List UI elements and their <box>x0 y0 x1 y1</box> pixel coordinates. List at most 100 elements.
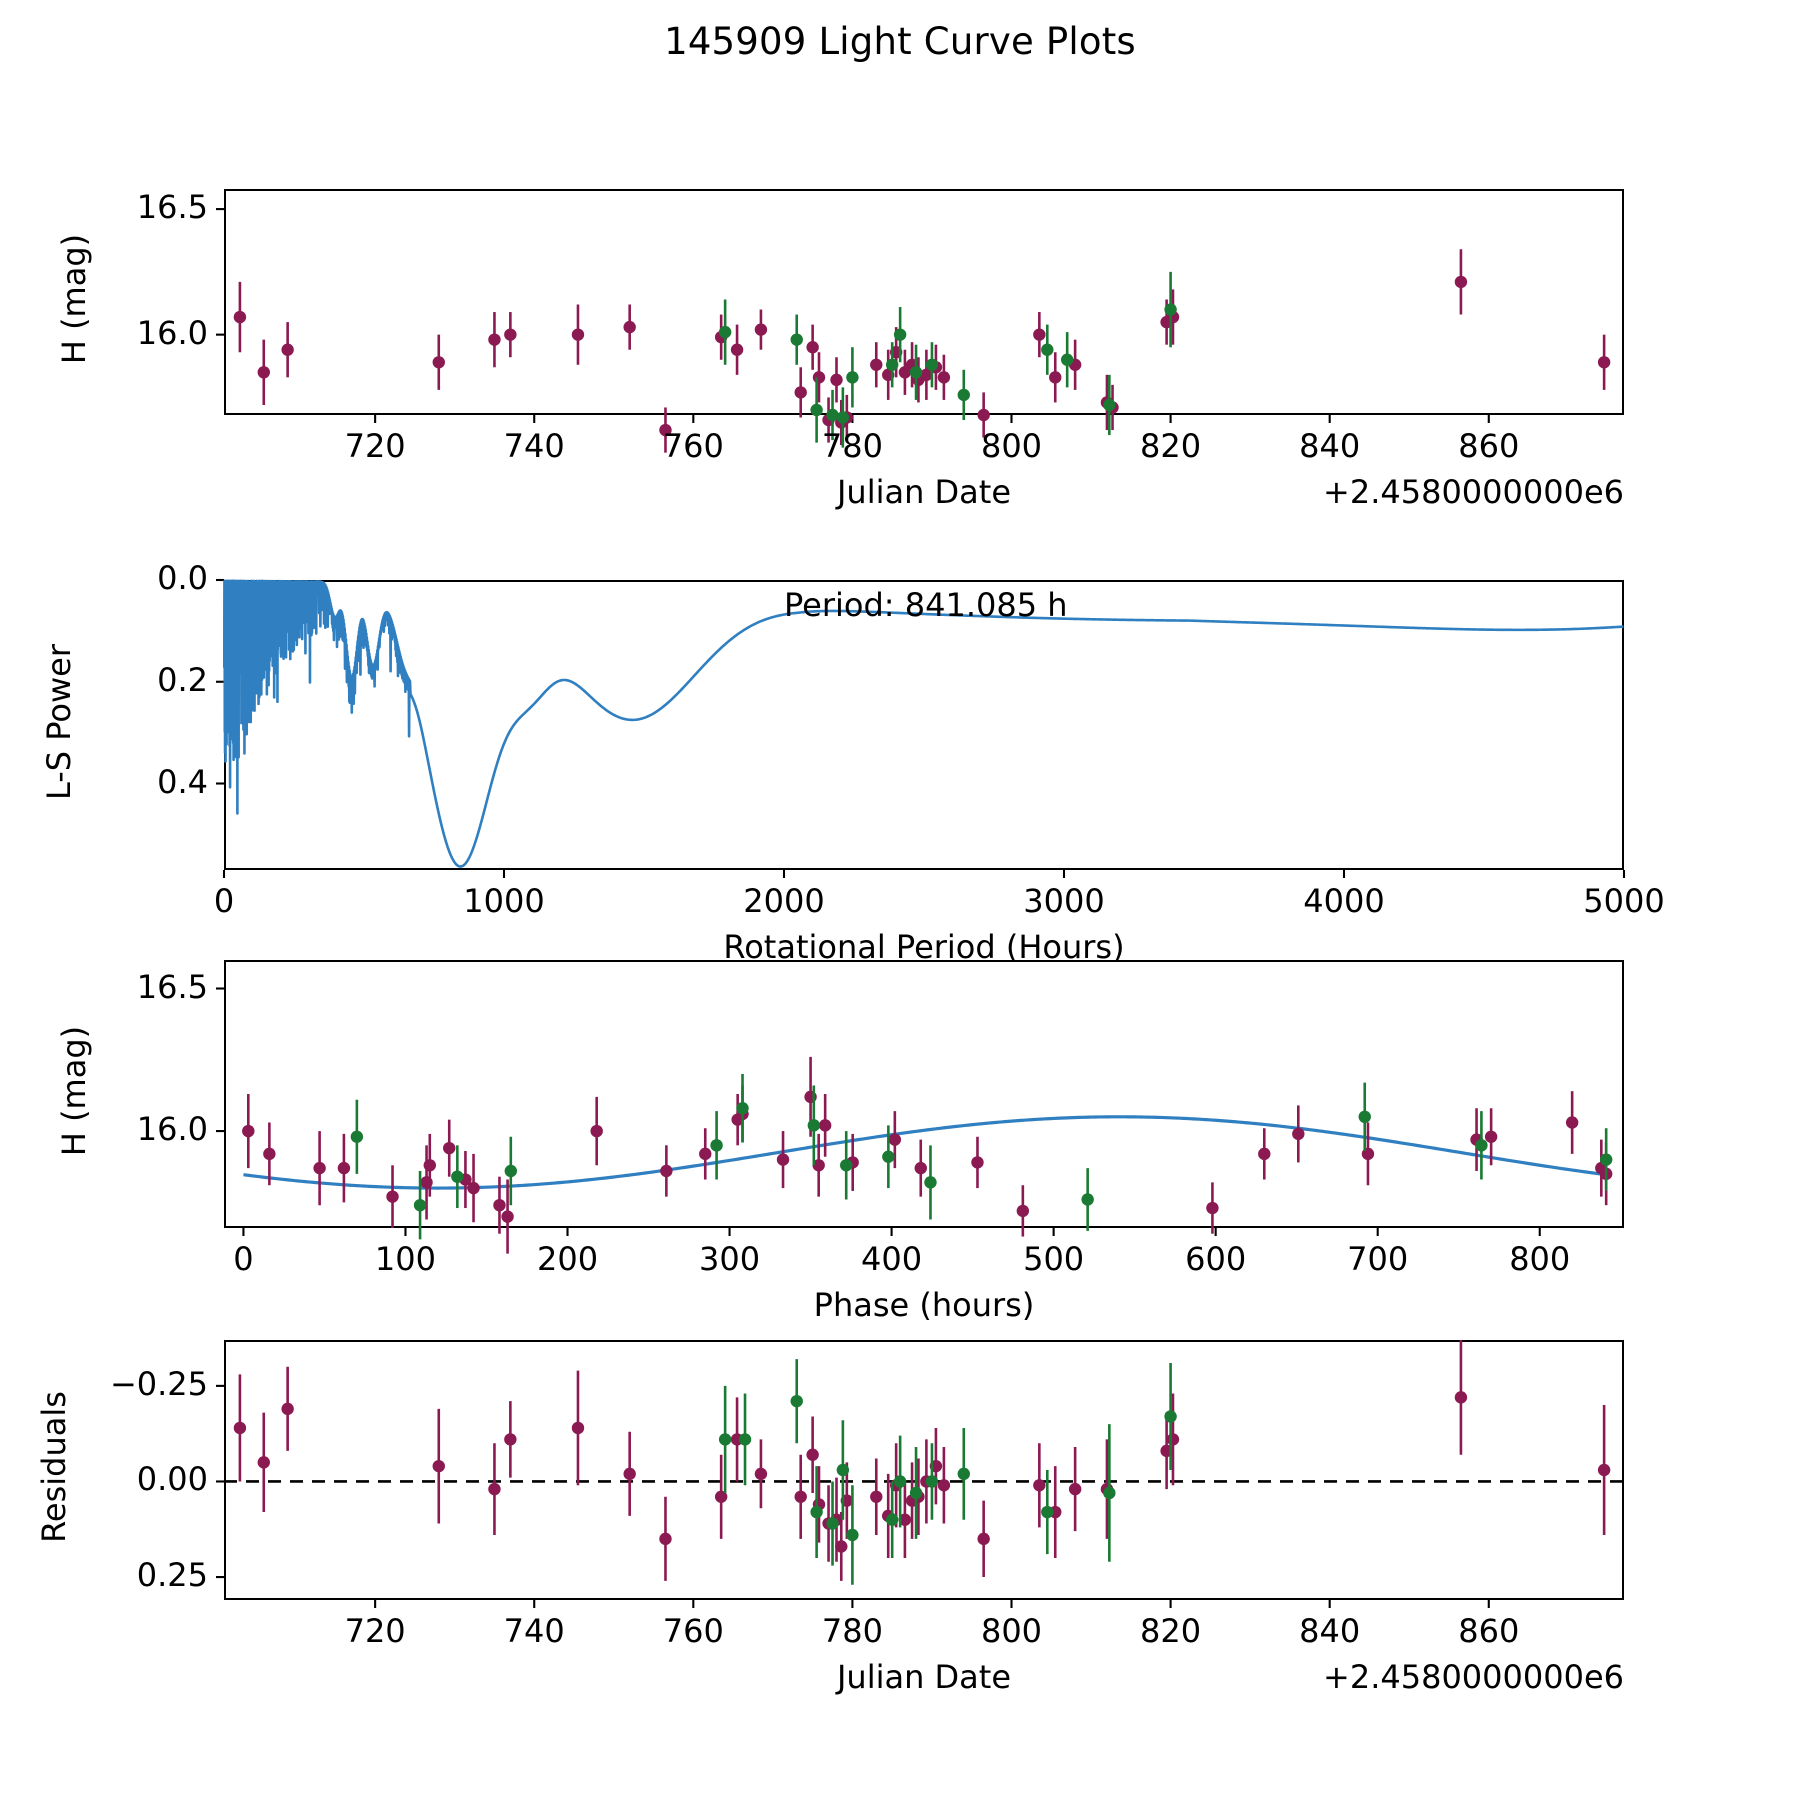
data-point <box>1454 1391 1468 1404</box>
data-point <box>1358 1110 1371 1124</box>
phasefold-xtick-label: 400 <box>861 1240 923 1278</box>
data-point <box>1597 356 1611 369</box>
data-point <box>1049 371 1062 384</box>
data-point <box>350 1130 364 1143</box>
data-point <box>812 1159 825 1172</box>
lightcurve-xtick-label: 800 <box>980 427 1043 465</box>
data-point <box>826 408 839 422</box>
data-point <box>1206 1201 1219 1215</box>
periodogram-ytick-label: 0.0 <box>157 559 208 597</box>
residuals-xtick-label: 760 <box>662 1612 724 1650</box>
lightcurve-x-offset-label: +2.4580000000e6 <box>1323 473 1624 511</box>
data-point <box>885 358 899 371</box>
phasefold-ytick-label: 16.5 <box>136 967 208 1006</box>
data-point <box>1060 353 1074 366</box>
data-point <box>504 1433 517 1446</box>
data-point <box>1068 1482 1082 1496</box>
residuals-xlabel: Julian Date <box>836 1658 1012 1696</box>
data-point <box>920 368 933 382</box>
data-point <box>1597 1463 1611 1477</box>
lightcurve-xtick-label: 780 <box>821 427 883 465</box>
data-point <box>699 1147 712 1161</box>
lightcurve-xtick-label: 820 <box>1140 427 1202 465</box>
data-point <box>281 343 294 356</box>
residuals-ytick-label: −0.25 <box>109 1364 208 1403</box>
data-point <box>806 341 819 354</box>
phasefold-xtick-label: 200 <box>536 1240 599 1278</box>
periodogram-ytick-label: 0.2 <box>157 660 208 699</box>
lightcurve-xtick-label: 760 <box>662 427 724 465</box>
data-point <box>1164 303 1177 316</box>
data-point <box>1565 1116 1579 1129</box>
data-point <box>738 1433 752 1446</box>
lightcurve-xtick-label: 860 <box>1458 427 1520 465</box>
periodogram-ytick-label: 0.4 <box>157 762 208 801</box>
data-point <box>914 1161 927 1175</box>
data-point <box>1292 1127 1305 1141</box>
data-point <box>432 1459 445 1473</box>
data-point <box>432 356 445 369</box>
data-point <box>1103 1486 1116 1500</box>
data-point <box>623 320 636 334</box>
lightcurve-series-series_b <box>718 271 1177 448</box>
periodogram-xtick-label: 1000 <box>463 882 545 920</box>
data-point <box>423 1159 436 1172</box>
data-point <box>1484 1130 1498 1143</box>
lightcurve-ytick-label: 16.5 <box>136 188 208 227</box>
residuals-series-series_b <box>718 1359 1177 1585</box>
data-point <box>504 328 517 341</box>
phasefold-series-series_b <box>350 1074 1613 1240</box>
data-point <box>504 1164 518 1178</box>
data-point <box>806 1448 819 1461</box>
phasefold-xtick-label: 100 <box>374 1240 436 1278</box>
data-point <box>1103 398 1116 412</box>
residuals-xtick-label: 840 <box>1299 1612 1361 1650</box>
data-point <box>830 373 843 387</box>
data-point <box>794 1490 807 1503</box>
data-point <box>571 328 585 341</box>
data-point <box>794 386 807 399</box>
data-point <box>443 1141 456 1155</box>
phasefold-xlabel: Phase (hours) <box>813 1286 1035 1324</box>
phasefold-ytick-label: 16.0 <box>136 1110 208 1149</box>
residuals-xtick-label: 780 <box>821 1612 883 1650</box>
data-point <box>1041 343 1054 356</box>
data-point <box>590 1124 603 1138</box>
data-point <box>1033 328 1046 341</box>
data-point <box>660 1164 673 1178</box>
data-point <box>754 323 768 336</box>
data-point <box>888 1133 902 1146</box>
data-point <box>714 1490 728 1503</box>
data-point <box>718 325 732 339</box>
lightcurve-ytick-label: 16.0 <box>136 313 208 352</box>
data-point <box>257 366 270 379</box>
phasefold-xtick-label: 700 <box>1347 1240 1409 1278</box>
periodogram-xlabel: Rotational Period (Hours) <box>723 928 1125 966</box>
data-point <box>1166 1433 1180 1446</box>
lightcurve-xtick-label: 840 <box>1299 427 1361 465</box>
phasefold-xtick-label: 0 <box>233 1240 254 1278</box>
data-point <box>281 1402 294 1416</box>
figure-title: 145909 Light Curve Plots <box>664 20 1136 63</box>
data-point <box>836 411 850 424</box>
data-point <box>488 333 501 346</box>
periodogram-xtick-label: 3000 <box>1023 882 1105 920</box>
data-point <box>451 1170 464 1183</box>
data-point <box>730 343 744 356</box>
data-point <box>846 371 859 384</box>
residuals-xtick-label: 720 <box>344 1612 406 1650</box>
data-point <box>1454 275 1468 289</box>
data-point <box>623 1467 636 1481</box>
data-point <box>263 1147 276 1161</box>
data-point <box>1081 1193 1094 1206</box>
data-point <box>413 1198 427 1212</box>
phasefold-xtick-label: 600 <box>1185 1240 1247 1278</box>
data-point <box>790 1394 803 1408</box>
data-point <box>957 1467 970 1481</box>
data-point <box>1033 1479 1046 1492</box>
data-point <box>790 333 803 346</box>
